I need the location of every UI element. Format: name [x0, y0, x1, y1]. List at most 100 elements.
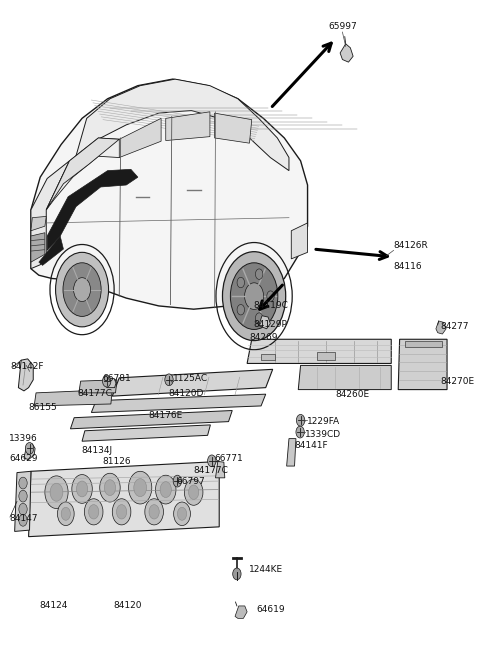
- Polygon shape: [107, 379, 116, 388]
- Text: 84141F: 84141F: [295, 441, 328, 449]
- Polygon shape: [247, 339, 391, 364]
- Circle shape: [104, 479, 116, 496]
- Text: 84129P: 84129P: [253, 320, 287, 329]
- Text: 84177C: 84177C: [193, 466, 228, 475]
- Circle shape: [89, 504, 99, 519]
- Text: 84134J: 84134J: [81, 446, 112, 455]
- Polygon shape: [112, 369, 273, 396]
- Circle shape: [56, 252, 108, 327]
- Text: 1244KE: 1244KE: [250, 565, 284, 574]
- Circle shape: [50, 483, 63, 501]
- Circle shape: [117, 504, 127, 519]
- Text: 66797: 66797: [177, 477, 205, 486]
- Circle shape: [178, 508, 187, 520]
- Polygon shape: [235, 606, 247, 618]
- Circle shape: [173, 476, 181, 487]
- Circle shape: [145, 498, 163, 525]
- Circle shape: [45, 476, 68, 508]
- Polygon shape: [31, 216, 46, 231]
- Circle shape: [184, 479, 203, 505]
- Polygon shape: [261, 354, 275, 360]
- Circle shape: [84, 498, 103, 525]
- Polygon shape: [71, 411, 232, 429]
- Circle shape: [156, 476, 176, 504]
- Text: 84126R: 84126R: [394, 242, 428, 250]
- Circle shape: [100, 474, 120, 502]
- Polygon shape: [15, 472, 31, 531]
- Circle shape: [73, 278, 91, 301]
- Polygon shape: [405, 341, 443, 347]
- Circle shape: [297, 415, 305, 426]
- Circle shape: [76, 481, 88, 497]
- Text: 84119C: 84119C: [253, 301, 288, 310]
- Circle shape: [296, 426, 304, 438]
- Polygon shape: [215, 113, 252, 143]
- Polygon shape: [18, 359, 33, 391]
- Circle shape: [160, 481, 171, 498]
- Polygon shape: [31, 233, 45, 262]
- Circle shape: [165, 374, 173, 386]
- Text: 84269: 84269: [250, 333, 278, 342]
- Circle shape: [19, 490, 27, 502]
- Circle shape: [255, 269, 263, 280]
- Polygon shape: [287, 439, 296, 466]
- Polygon shape: [119, 119, 161, 158]
- Polygon shape: [46, 138, 126, 210]
- Polygon shape: [91, 394, 266, 413]
- Text: 66781: 66781: [102, 374, 131, 383]
- Polygon shape: [47, 170, 138, 250]
- Text: 1125AC: 1125AC: [173, 374, 208, 383]
- Text: 64629: 64629: [9, 455, 37, 463]
- Text: 84120: 84120: [114, 601, 142, 610]
- Text: 84270E: 84270E: [440, 377, 474, 386]
- Circle shape: [207, 455, 216, 467]
- Circle shape: [58, 502, 74, 525]
- Circle shape: [230, 263, 278, 329]
- Circle shape: [237, 277, 244, 288]
- Text: 84124: 84124: [39, 601, 68, 610]
- Polygon shape: [298, 365, 391, 390]
- Polygon shape: [340, 44, 353, 62]
- Polygon shape: [317, 352, 336, 360]
- Circle shape: [129, 472, 152, 504]
- Circle shape: [233, 568, 241, 580]
- Circle shape: [255, 313, 263, 324]
- Circle shape: [112, 498, 131, 525]
- Circle shape: [149, 504, 159, 519]
- Polygon shape: [31, 161, 70, 269]
- Text: 1229FA: 1229FA: [307, 417, 340, 426]
- Polygon shape: [46, 138, 119, 210]
- Polygon shape: [24, 444, 35, 460]
- Circle shape: [237, 305, 244, 315]
- Text: 84142F: 84142F: [10, 362, 44, 371]
- Text: 13396: 13396: [9, 434, 38, 443]
- Polygon shape: [79, 380, 117, 393]
- Polygon shape: [39, 236, 63, 265]
- Text: 84116: 84116: [394, 262, 422, 271]
- Text: 84176E: 84176E: [148, 411, 183, 421]
- Text: 86155: 86155: [29, 403, 57, 413]
- Text: 64619: 64619: [256, 605, 285, 614]
- Polygon shape: [291, 223, 308, 259]
- Polygon shape: [31, 79, 308, 309]
- Polygon shape: [75, 79, 289, 171]
- Circle shape: [19, 514, 27, 526]
- Text: 84177C: 84177C: [77, 389, 112, 398]
- Circle shape: [61, 508, 71, 520]
- Text: 65997: 65997: [328, 22, 357, 31]
- Circle shape: [63, 263, 101, 316]
- Text: 84260E: 84260E: [336, 390, 370, 399]
- Text: 66771: 66771: [215, 454, 243, 463]
- Circle shape: [267, 291, 274, 301]
- Polygon shape: [166, 112, 210, 141]
- Circle shape: [103, 375, 111, 387]
- Polygon shape: [29, 462, 219, 536]
- Text: 84120D: 84120D: [168, 389, 204, 398]
- Polygon shape: [259, 316, 270, 329]
- Circle shape: [245, 283, 264, 309]
- Circle shape: [25, 443, 34, 455]
- Polygon shape: [82, 425, 210, 441]
- Circle shape: [222, 252, 286, 341]
- Polygon shape: [436, 321, 446, 334]
- Polygon shape: [216, 462, 225, 478]
